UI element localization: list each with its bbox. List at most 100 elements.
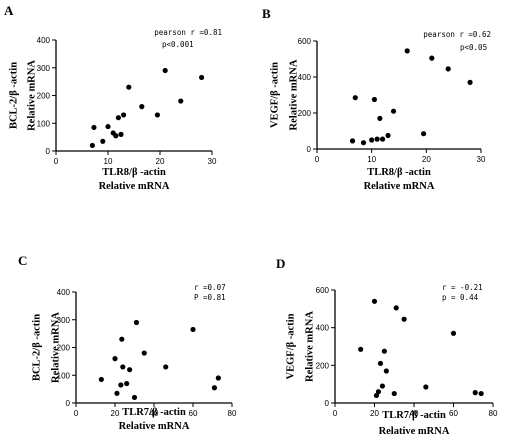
data-point bbox=[178, 98, 184, 104]
data-point bbox=[113, 133, 119, 139]
panel-letter: D bbox=[276, 256, 285, 271]
data-point bbox=[89, 142, 95, 149]
x-axis-title: TLR7/β -actin bbox=[122, 407, 186, 418]
data-point bbox=[377, 360, 384, 367]
data-point bbox=[139, 104, 145, 110]
data-point bbox=[393, 305, 399, 311]
y-tick-label: 400 bbox=[57, 288, 71, 297]
panel-letter: A bbox=[4, 3, 14, 18]
x-axis-subtitle: Relative mRNA bbox=[364, 181, 435, 192]
data-point bbox=[401, 316, 407, 322]
data-point bbox=[423, 384, 429, 390]
data-point bbox=[98, 376, 104, 383]
data-point bbox=[133, 319, 140, 326]
data-point bbox=[383, 368, 389, 374]
data-point bbox=[112, 356, 118, 362]
panel-letter: B bbox=[262, 6, 271, 21]
y-tick-label: 600 bbox=[316, 286, 330, 295]
y-tick-label: 400 bbox=[298, 73, 312, 82]
data-point bbox=[371, 298, 378, 304]
y-axis-title: VEGF/β -actin bbox=[269, 62, 280, 128]
data-point bbox=[131, 394, 138, 401]
data-point bbox=[141, 350, 147, 356]
data-point bbox=[369, 137, 375, 143]
x-tick-label: 80 bbox=[489, 409, 498, 418]
data-point bbox=[118, 131, 124, 137]
x-tick-label: 0 bbox=[54, 157, 59, 166]
data-point bbox=[467, 79, 473, 85]
x-tick-label: 60 bbox=[449, 409, 458, 418]
data-point bbox=[472, 390, 478, 396]
x-tick-label: 20 bbox=[422, 155, 431, 164]
data-point bbox=[429, 55, 435, 61]
y-axis-subtitle: Relative mRNA bbox=[288, 59, 299, 130]
data-point bbox=[349, 138, 356, 144]
y-tick-label: 200 bbox=[316, 361, 330, 370]
x-tick-label: 20 bbox=[370, 409, 379, 418]
panel-d: D 0 200 400 600 0 20 40 60 80 TLR7/β -actin Relativ… bbox=[276, 256, 498, 437]
y-tick-label: 200 bbox=[298, 109, 312, 118]
data-point bbox=[385, 132, 391, 139]
y-tick-label: 0 bbox=[325, 399, 330, 408]
data-point bbox=[124, 380, 130, 387]
data-point bbox=[154, 112, 160, 118]
x-axis-title: TLR8/β -actin bbox=[367, 167, 431, 178]
data-point bbox=[199, 74, 205, 81]
data-point bbox=[120, 364, 126, 370]
stat-annotation-r: r =0.07 bbox=[194, 283, 226, 292]
data-point bbox=[121, 112, 127, 118]
stat-annotation-r: pearson r =0.81 bbox=[154, 28, 222, 37]
data-point bbox=[381, 348, 387, 354]
data-point bbox=[404, 48, 410, 54]
stat-annotation-p: P =0.81 bbox=[194, 293, 226, 302]
stat-annotation-p: p = 0.44 bbox=[442, 293, 479, 302]
x-tick-label: 60 bbox=[189, 409, 198, 418]
y-axis-subtitle: Relative mRNA bbox=[304, 311, 315, 382]
data-point bbox=[391, 390, 397, 397]
y-tick-label: 0 bbox=[46, 147, 51, 156]
x-tick-label: 40 bbox=[410, 409, 419, 418]
x-tick-label: 10 bbox=[367, 155, 376, 164]
x-axis-subtitle: Relative mRNA bbox=[99, 181, 170, 192]
data-point bbox=[126, 84, 132, 90]
y-tick-label: 300 bbox=[57, 316, 71, 325]
data-point bbox=[91, 124, 97, 131]
data-point bbox=[162, 67, 168, 74]
panel-c: C 0 100 200 300 400 0 20 40 60 80 TLR7/β -actin Rela… bbox=[18, 253, 237, 432]
data-point bbox=[115, 115, 121, 121]
data-point bbox=[478, 390, 484, 397]
panel-b: B 0 200 400 600 0 10 20 30 TLR8/β -actin Relative … bbox=[262, 6, 491, 192]
x-tick-label: 0 bbox=[315, 155, 320, 164]
y-axis-title: VEGF/β -actin bbox=[285, 313, 296, 379]
y-tick-label: 0 bbox=[66, 399, 71, 408]
x-tick-label: 20 bbox=[111, 409, 120, 418]
x-tick-label: 30 bbox=[477, 155, 486, 164]
data-point bbox=[371, 96, 377, 103]
data-point bbox=[190, 326, 196, 333]
x-tick-label: 80 bbox=[228, 409, 237, 418]
data-point bbox=[450, 330, 457, 336]
data-point bbox=[114, 390, 120, 396]
data-point bbox=[211, 385, 218, 391]
data-point bbox=[360, 140, 367, 146]
y-axis-title: BCL-2/β -actin bbox=[31, 314, 42, 381]
x-tick-label: 30 bbox=[208, 157, 217, 166]
y-tick-label: 100 bbox=[57, 371, 71, 380]
stat-annotation-r: pearson r =0.62 bbox=[423, 30, 491, 39]
data-point bbox=[377, 115, 383, 121]
stat-annotation-p: p<0.001 bbox=[162, 40, 194, 49]
data-point bbox=[374, 136, 380, 142]
data-point bbox=[358, 346, 364, 352]
data-point bbox=[352, 95, 358, 101]
data-point bbox=[390, 108, 397, 114]
x-tick-label: 20 bbox=[156, 157, 165, 166]
y-tick-label: 200 bbox=[37, 92, 51, 101]
x-axis-title: TLR8/β -actin bbox=[102, 167, 166, 178]
data-point bbox=[105, 123, 111, 130]
x-tick-label: 0 bbox=[333, 409, 338, 418]
data-point bbox=[100, 138, 106, 144]
y-tick-label: 200 bbox=[57, 344, 71, 353]
y-axis-title: BCL-2/β -actin bbox=[8, 62, 19, 129]
y-tick-label: 600 bbox=[298, 37, 312, 46]
